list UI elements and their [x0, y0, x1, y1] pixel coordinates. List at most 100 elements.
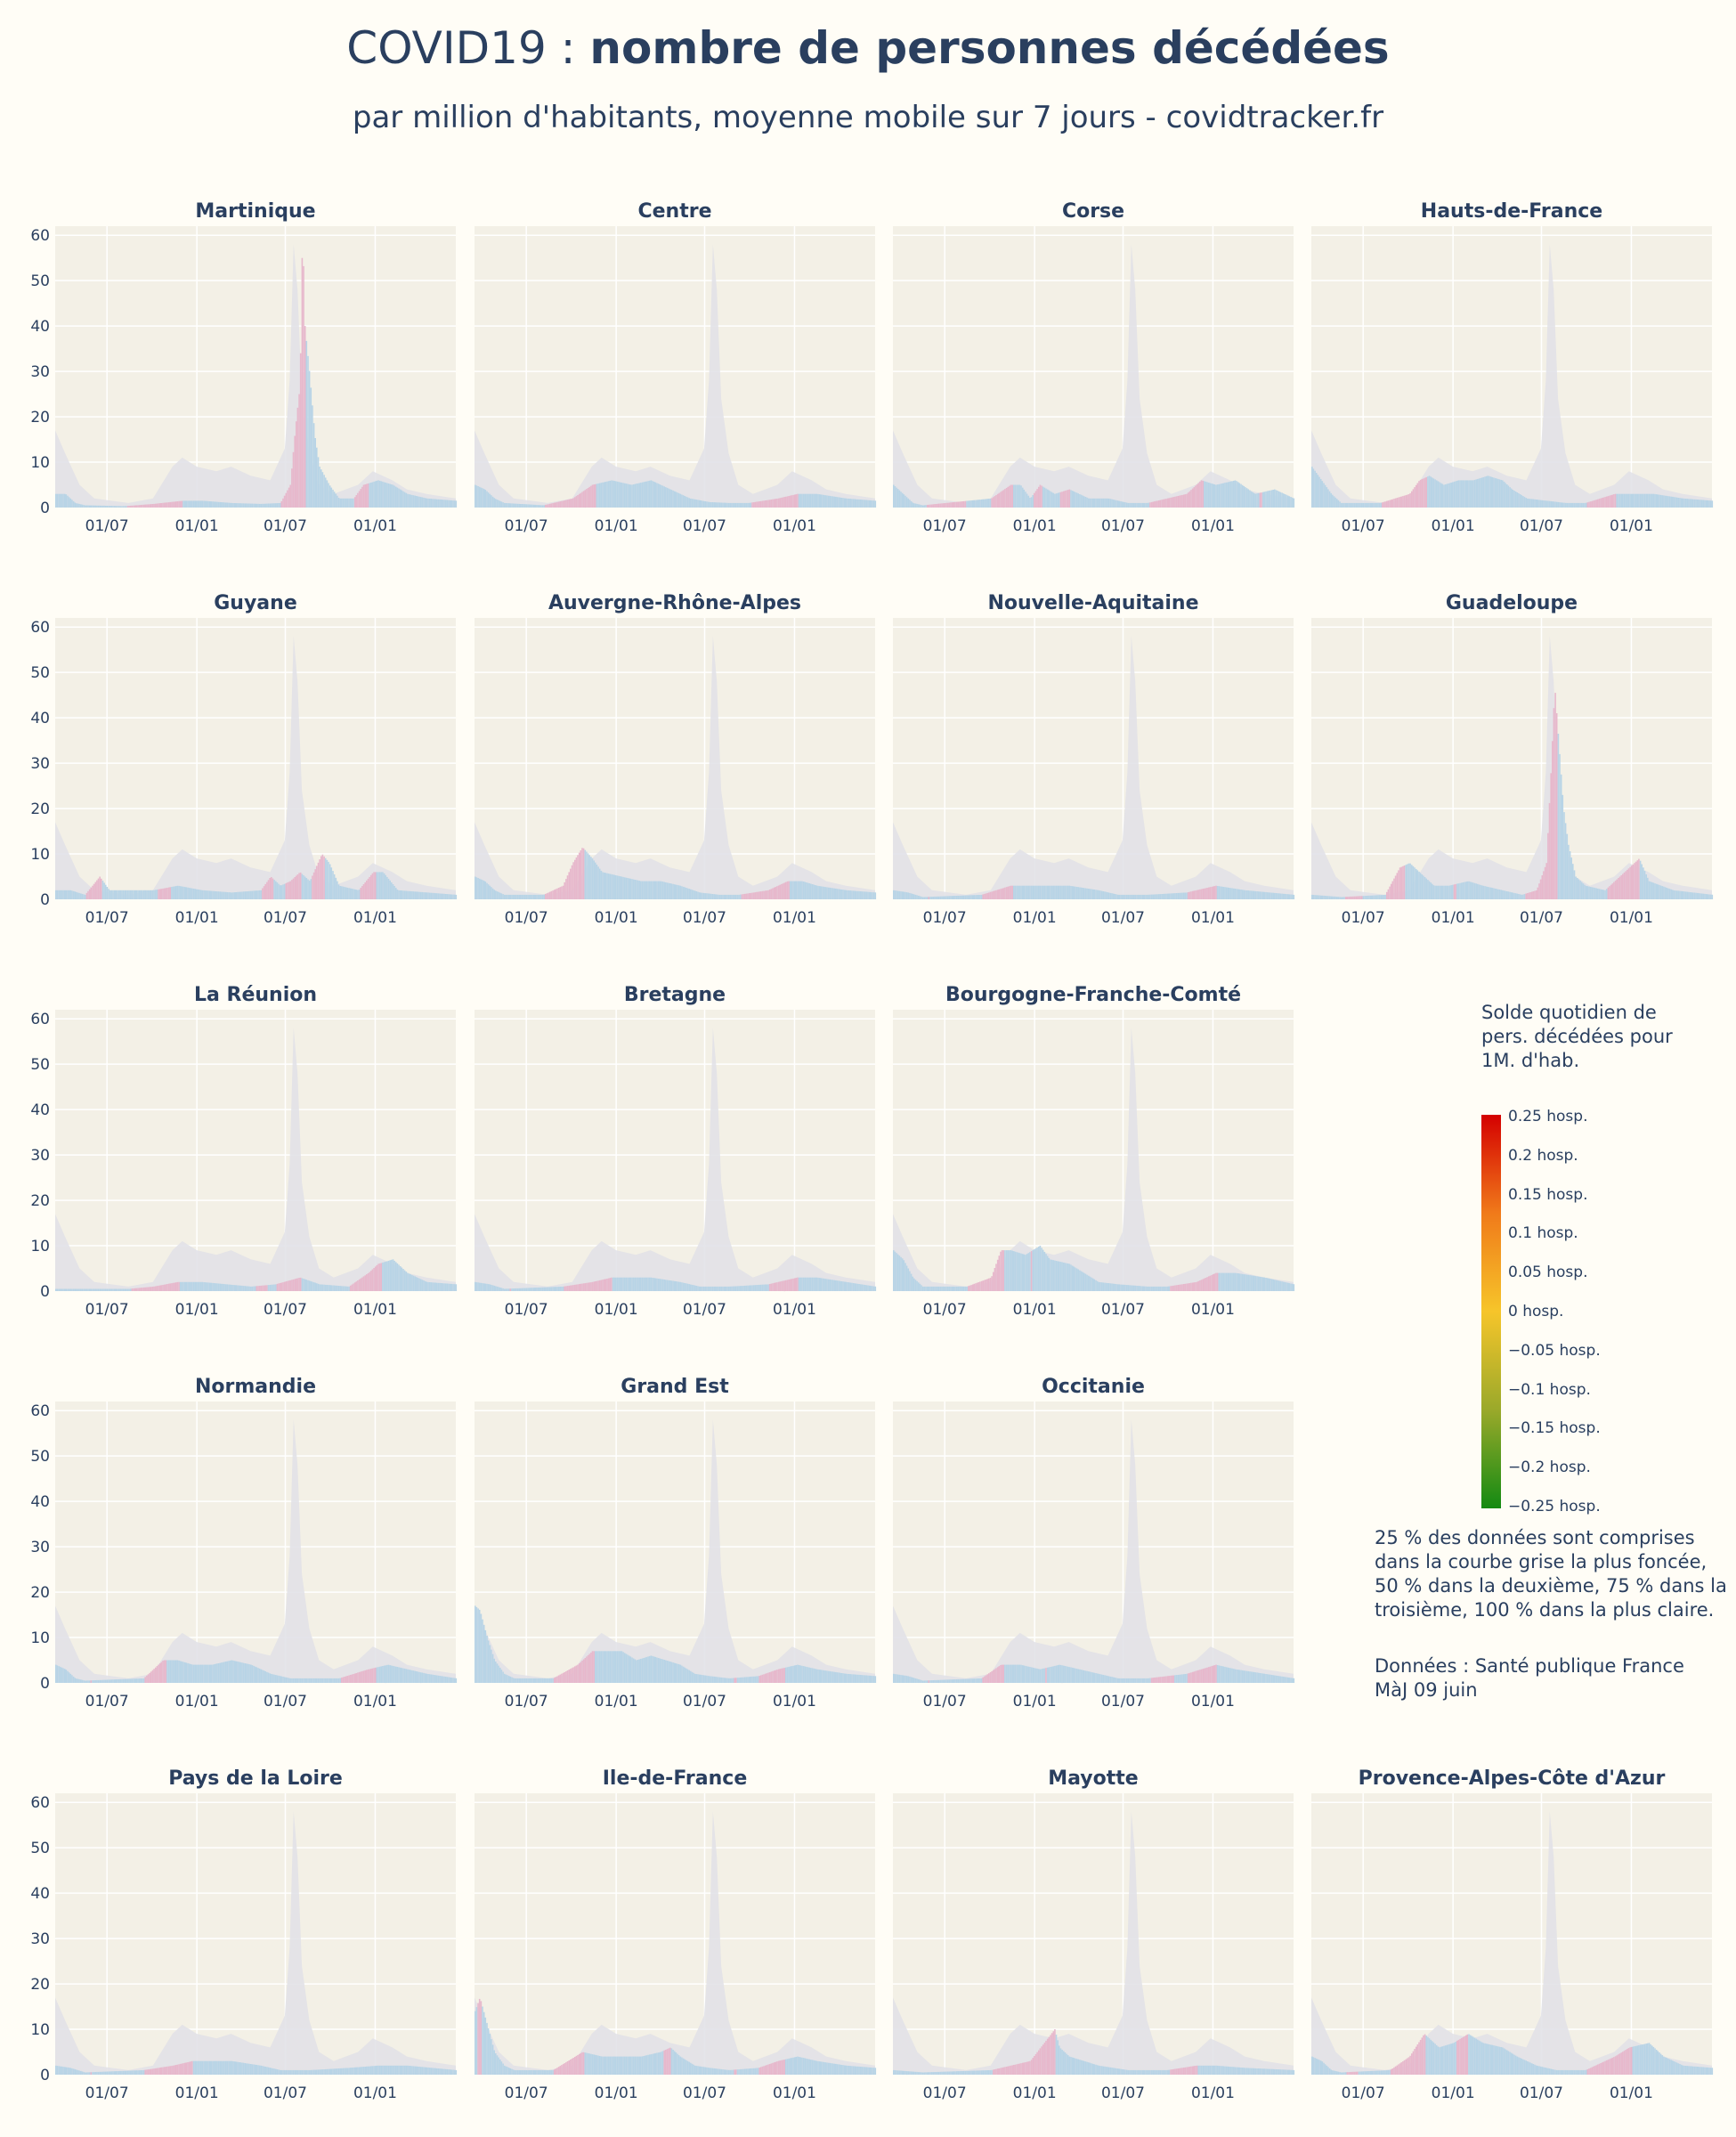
data-bar: [970, 895, 972, 899]
y-tick-label: 50: [30, 1448, 50, 1466]
data-bar: [389, 483, 391, 508]
data-bar: [158, 503, 161, 508]
data-bar: [564, 500, 565, 508]
data-bar: [943, 1286, 945, 1291]
data-bar: [87, 890, 89, 899]
data-bar: [1434, 885, 1436, 899]
data-bar: [1070, 886, 1072, 899]
data-bar: [1702, 500, 1705, 508]
data-bar: [321, 2069, 324, 2075]
data-bar: [688, 889, 690, 899]
data-bar: [1553, 501, 1555, 508]
data-bar: [919, 1679, 921, 1683]
data-bar: [861, 1675, 864, 1683]
data-bar: [126, 890, 129, 899]
data-bar: [713, 2068, 715, 2075]
data-bar: [1007, 1250, 1009, 1291]
data-bar: [370, 2066, 372, 2075]
data-bar: [512, 503, 515, 508]
data-bar: [1334, 896, 1336, 899]
data-bar: [449, 894, 451, 899]
data-bar: [1224, 1666, 1226, 1683]
data-bar: [1064, 1666, 1067, 1683]
data-bar: [59, 890, 61, 899]
data-bar: [310, 879, 312, 899]
data-bar: [1336, 499, 1338, 508]
data-bar: [163, 502, 166, 508]
data-bar: [706, 2067, 708, 2075]
data-bar: [818, 1670, 821, 1683]
data-bar: [1638, 493, 1640, 508]
data-bar: [905, 892, 908, 899]
data-bar: [434, 499, 436, 508]
data-bar: [1018, 484, 1021, 508]
data-bar: [515, 894, 517, 899]
data-bar: [1704, 893, 1706, 899]
data-bar: [1629, 866, 1631, 899]
data-bar: [673, 884, 676, 899]
data-bar: [1063, 1262, 1065, 1291]
data-bar: [713, 894, 715, 899]
data-bar: [407, 890, 409, 899]
data-bar: [183, 886, 184, 899]
data-bar: [135, 2070, 138, 2075]
data-bar: [570, 1285, 572, 1291]
data-bar: [232, 1660, 234, 1683]
data-bar: [439, 2068, 441, 2075]
data-bar: [900, 891, 902, 899]
data-bar: [856, 1674, 859, 1683]
data-bar: [109, 890, 111, 899]
data-bar: [741, 2068, 743, 2075]
data-bar: [786, 496, 789, 508]
data-bar: [836, 2064, 839, 2075]
data-bar: [742, 502, 744, 508]
data-bar: [453, 1678, 456, 1683]
data-bar: [1148, 1678, 1150, 1683]
data-bar: [939, 896, 942, 899]
data-bar: [72, 1288, 75, 1291]
data-bar: [207, 890, 209, 899]
data-bar: [702, 500, 703, 508]
data-bar: [256, 2065, 258, 2075]
data-bar: [757, 1676, 759, 1683]
data-bar: [872, 500, 873, 508]
data-bar: [1215, 1272, 1217, 1291]
data-bar: [575, 857, 578, 899]
data-bar: [707, 2068, 710, 2075]
data-bar: [1014, 1664, 1017, 1683]
data-bar: [1675, 497, 1678, 508]
data-bar: [718, 2068, 719, 2075]
data-bar: [1039, 1669, 1042, 1683]
data-bar: [1460, 882, 1463, 899]
region-bars: [475, 848, 877, 899]
data-bar: [105, 884, 107, 899]
data-bar: [860, 2067, 862, 2075]
data-bar: [1330, 896, 1332, 899]
data-bar: [1177, 892, 1179, 899]
data-bar: [1212, 2065, 1214, 2075]
data-bar: [1705, 894, 1708, 899]
data-bar: [1093, 1672, 1096, 1683]
data-bar: [1595, 500, 1597, 508]
data-bar: [641, 1277, 644, 1291]
data-bar: [572, 1667, 574, 1683]
data-bar: [815, 2060, 818, 2075]
data-bar: [845, 1673, 848, 1683]
data-bar: [267, 1672, 270, 1683]
data-bar: [677, 492, 680, 508]
data-bar: [1652, 882, 1655, 899]
data-bar: [1682, 498, 1684, 508]
data-bar: [861, 891, 864, 899]
plot-area: [475, 1402, 875, 1683]
data-bar: [1165, 1676, 1167, 1683]
data-bar: [673, 1280, 676, 1291]
data-bar: [1104, 891, 1106, 899]
data-bar: [694, 2065, 696, 2075]
data-bar: [337, 498, 340, 508]
data-bar: [353, 889, 354, 899]
data-bar: [273, 503, 275, 508]
data-bar: [1245, 488, 1248, 508]
data-bar: [443, 2068, 445, 2075]
data-bar: [811, 2060, 814, 2075]
data-bar: [1380, 895, 1382, 899]
